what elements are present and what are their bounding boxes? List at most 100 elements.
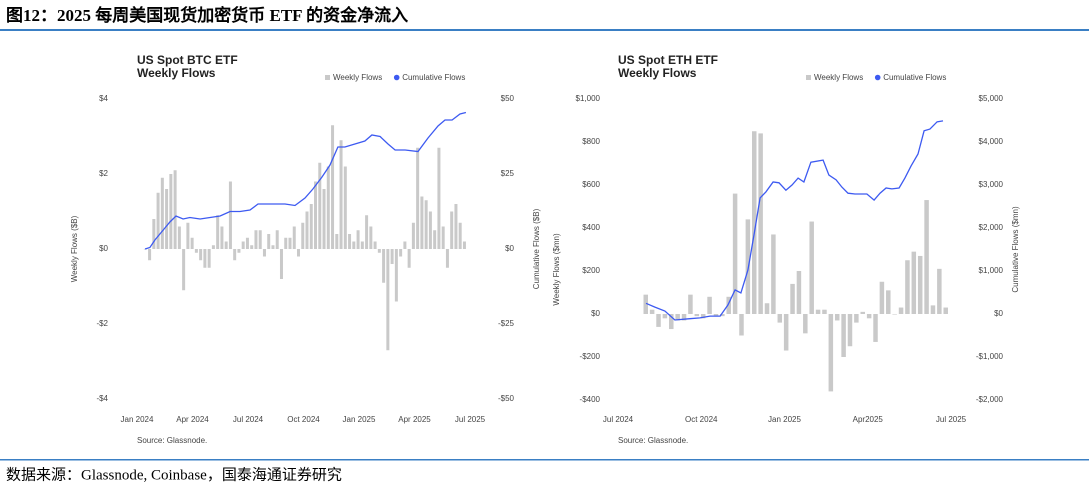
y2-tick-label: $5,000	[979, 94, 1004, 103]
bar	[177, 226, 181, 249]
bar	[815, 309, 821, 314]
y-axis-label: Weekly Flows ($mn)	[552, 233, 561, 306]
bar	[156, 192, 160, 249]
bar	[258, 230, 262, 249]
bar	[352, 241, 356, 249]
x-tick-label: Jul 2025	[455, 415, 486, 424]
chart-note: Source: Glassnode.	[137, 436, 207, 445]
bar	[943, 307, 948, 314]
bar	[305, 211, 309, 249]
bar	[237, 249, 241, 253]
y2-axis-label: Cumulative Flows ($B)	[532, 208, 541, 289]
y-tick-label: $200	[582, 266, 600, 275]
bar	[758, 133, 763, 314]
bar	[437, 147, 441, 249]
bar	[662, 314, 668, 319]
bar	[148, 249, 152, 261]
bar	[254, 230, 258, 249]
bar	[707, 296, 712, 314]
bar	[365, 215, 369, 249]
legend-swatch	[806, 75, 811, 80]
bar	[424, 200, 428, 249]
bar	[739, 314, 744, 336]
bar	[458, 222, 462, 249]
bar	[360, 241, 364, 249]
y-tick-label: $0	[99, 244, 108, 253]
x-tick-label: Oct 2024	[685, 415, 718, 424]
y2-tick-label: $0	[505, 244, 514, 253]
bar	[343, 166, 347, 249]
bar	[803, 314, 808, 334]
x-tick-label: Apr 2025	[398, 415, 431, 424]
bar	[886, 290, 891, 314]
bar	[186, 222, 190, 249]
chart-note: Source: Glassnode.	[618, 436, 688, 445]
bar	[250, 245, 254, 249]
bar	[428, 211, 432, 249]
bar	[335, 234, 339, 249]
bar	[165, 189, 169, 249]
x-tick-label: Apr 2024	[176, 415, 209, 424]
chart-title: US Spot ETH ETF	[618, 53, 718, 67]
bar	[675, 314, 680, 321]
bar	[726, 296, 731, 314]
bar	[930, 305, 936, 314]
bar	[207, 249, 211, 268]
bar	[394, 249, 398, 302]
x-tick-label: Apr2025	[853, 415, 884, 424]
legend-label: Weekly Flows	[814, 73, 863, 82]
bar	[314, 181, 318, 249]
bar	[326, 166, 330, 249]
bar	[373, 241, 377, 249]
bar	[688, 294, 693, 314]
y-tick-label: $0	[591, 309, 600, 318]
y2-axis-label: Cumulative Flows ($mn)	[1011, 206, 1020, 293]
y2-tick-label: -$1,000	[976, 352, 1004, 361]
bar	[169, 174, 173, 249]
y-tick-label: -$2	[96, 319, 108, 328]
y-tick-label: -$4	[96, 394, 108, 403]
bar	[841, 314, 846, 357]
bar	[911, 251, 917, 314]
bar	[713, 314, 719, 317]
bar	[866, 314, 872, 319]
chart-subtitle: Weekly Flows	[137, 66, 216, 80]
bar	[386, 249, 390, 351]
bar	[879, 281, 885, 314]
bar	[377, 249, 381, 253]
y2-tick-label: -$25	[498, 319, 515, 328]
bar	[322, 189, 326, 249]
bar	[173, 170, 177, 249]
bar	[233, 249, 237, 261]
legend-swatch	[874, 74, 881, 81]
bar	[796, 271, 802, 314]
bar	[194, 249, 198, 253]
y-axis-label: Weekly Flows ($B)	[70, 215, 79, 282]
bar	[764, 303, 770, 314]
bar	[854, 314, 859, 323]
bar	[937, 268, 942, 314]
bar	[382, 249, 386, 283]
bar	[860, 311, 866, 314]
bar	[297, 249, 301, 257]
bar	[318, 162, 322, 249]
bar	[403, 241, 407, 249]
x-tick-label: Jan 2025	[768, 415, 801, 424]
bar	[924, 200, 929, 314]
bar	[700, 314, 706, 319]
y2-tick-label: $3,000	[979, 180, 1004, 189]
bar	[416, 147, 420, 249]
bar	[407, 249, 411, 268]
legend-label: Cumulative Flows	[883, 73, 946, 82]
bar	[828, 314, 834, 392]
y2-tick-label: $2,000	[979, 223, 1004, 232]
bar	[694, 314, 700, 317]
x-tick-label: Jul 2024	[603, 415, 634, 424]
bar	[390, 249, 394, 264]
y-tick-label: -$200	[580, 352, 601, 361]
y-tick-label: $4	[99, 94, 108, 103]
y2-tick-label: -$2,000	[976, 395, 1004, 404]
bar	[199, 249, 203, 261]
bar	[292, 226, 296, 249]
